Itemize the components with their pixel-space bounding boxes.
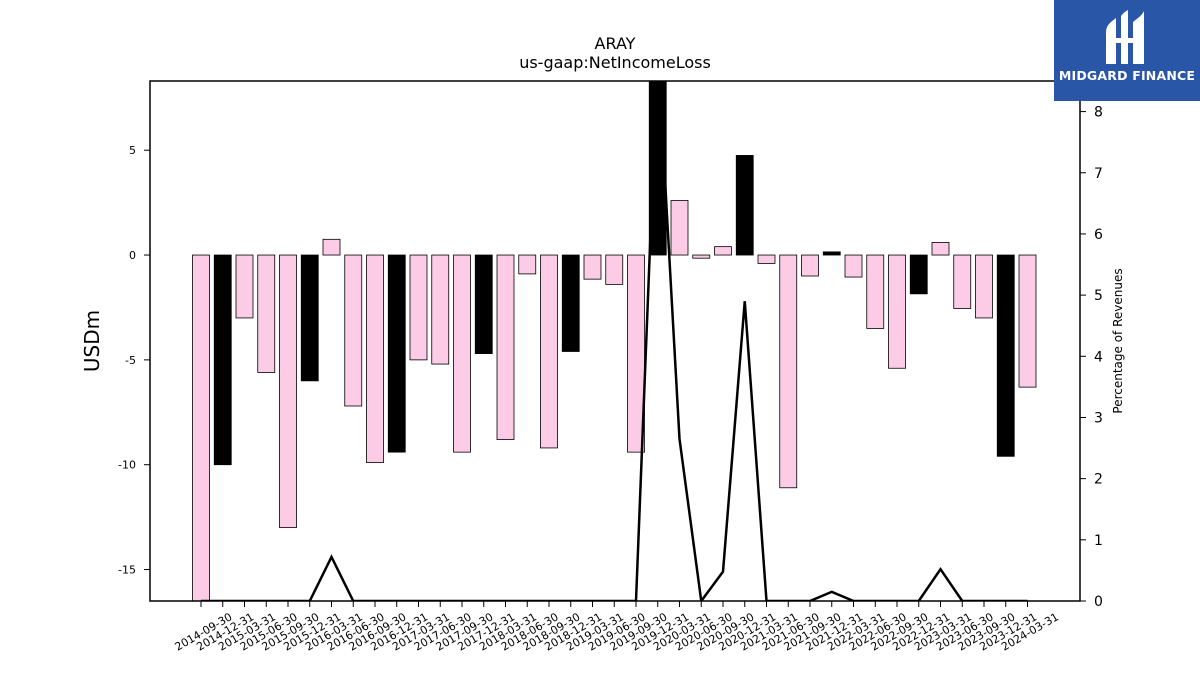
brand-name: MIDGARD FINANCE [1058, 68, 1196, 83]
y-tick-label: -5 [125, 354, 136, 367]
line-series [201, 81, 1028, 601]
bar [366, 254, 384, 464]
bar [213, 254, 232, 466]
bar [496, 254, 515, 440]
bar [409, 254, 428, 361]
bar [996, 254, 1015, 457]
y2-tick-label: 0 [1094, 594, 1103, 610]
bar [1018, 254, 1037, 388]
y2-tick-label: 4 [1094, 349, 1103, 365]
y2-tick-label: 5 [1094, 288, 1103, 304]
bar [235, 254, 254, 319]
y-tick-label: 0 [129, 249, 136, 262]
y-tick-label: -15 [118, 564, 136, 577]
brand-logo: MIDGARD FINANCE [1054, 0, 1200, 101]
plot-frame [149, 80, 1081, 602]
bar [387, 254, 406, 453]
bar [279, 254, 297, 529]
bar [975, 254, 993, 319]
bar [735, 155, 754, 256]
bar [344, 254, 363, 407]
bar [627, 254, 645, 453]
bar [322, 238, 341, 256]
bar [300, 254, 319, 382]
bar [779, 254, 798, 489]
bar [453, 254, 471, 453]
y2-tick-label: 3 [1094, 410, 1103, 426]
chart-title: ARAY [595, 34, 636, 53]
bar [822, 251, 841, 256]
y2-tick-label: 2 [1094, 472, 1103, 488]
bar [801, 254, 819, 277]
y-tick-label: 5 [129, 144, 136, 157]
bar [518, 254, 537, 275]
y-tick-label: -10 [118, 459, 136, 472]
bar-group [192, 80, 1037, 602]
bar [757, 254, 776, 264]
bar [888, 254, 906, 369]
bar [844, 254, 863, 278]
y2-tick-label: 1 [1094, 533, 1103, 549]
bar [540, 254, 558, 449]
bar [474, 254, 493, 354]
y2-tick-label: 8 [1094, 105, 1103, 121]
bar [431, 254, 450, 365]
y-axis-label: USDm [80, 310, 104, 372]
bar [670, 200, 689, 256]
bar [692, 254, 711, 259]
chart-subtitle: us-gaap:NetIncomeLoss [519, 53, 711, 72]
bar [192, 254, 210, 602]
y2-axis-label: Percentage of Revenues [1111, 268, 1125, 413]
bar [257, 254, 276, 373]
bar [714, 246, 732, 256]
y2-tick-label: 7 [1094, 166, 1103, 182]
bar [931, 242, 950, 256]
y2-tick-label: 6 [1094, 227, 1103, 243]
bar [866, 254, 885, 329]
bar [561, 254, 580, 352]
bar [605, 254, 624, 285]
midgard-logo-icon [1106, 10, 1144, 64]
bar [909, 254, 928, 295]
axes-group: 50-5-10-150123456782014-09-302014-12-312… [118, 80, 1103, 654]
line-group [201, 81, 1028, 601]
bar [953, 254, 972, 309]
bar [583, 254, 602, 280]
